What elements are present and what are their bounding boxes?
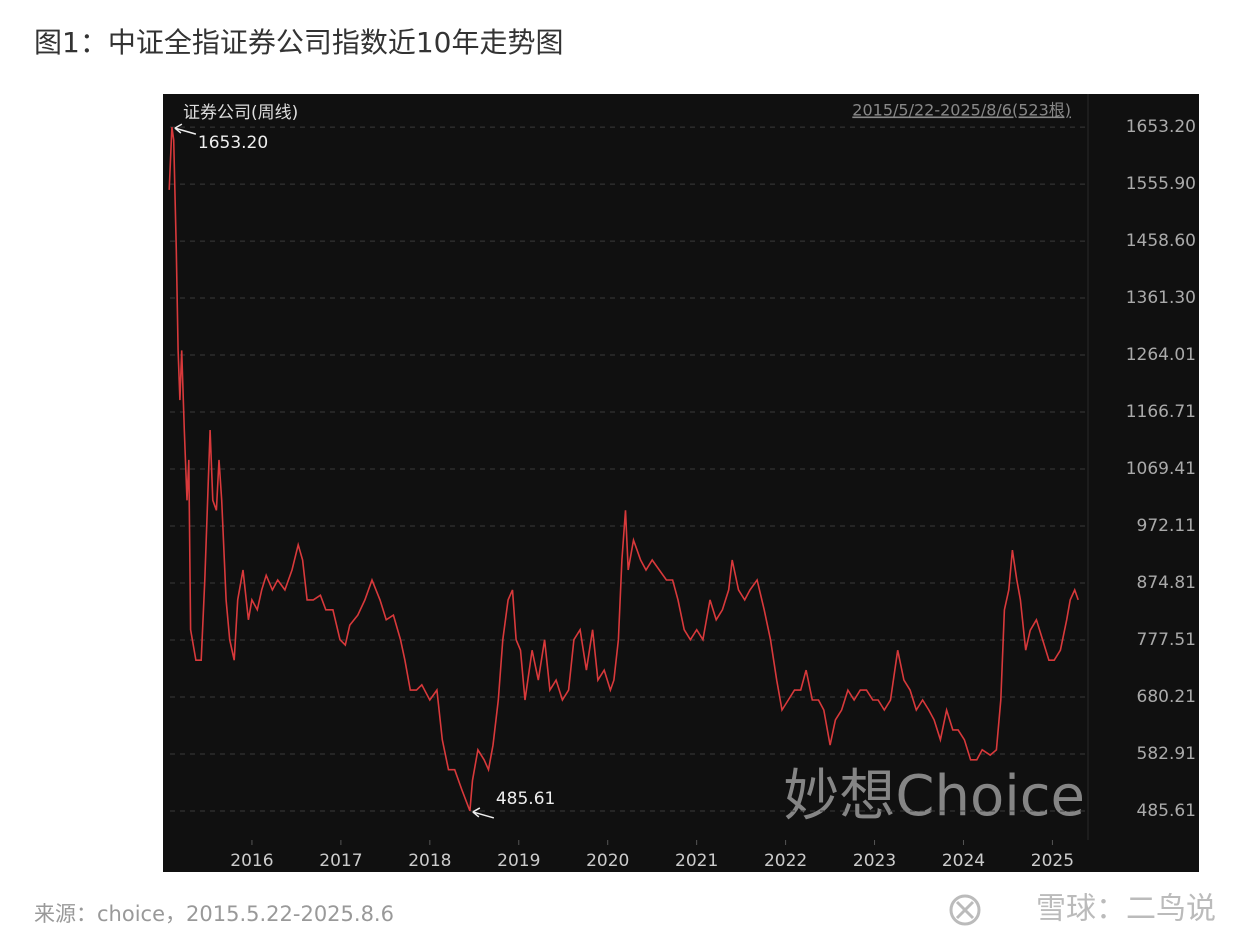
x-tick-label: 2023 [853, 851, 896, 871]
credit-icon [949, 894, 981, 926]
x-tick-label: 2022 [764, 851, 807, 871]
annotation-arrow [472, 811, 495, 819]
panel-title: 证券公司(周线) [183, 103, 298, 123]
y-tick-label: 1653.20 [1126, 117, 1196, 137]
y-tick-label: 1555.90 [1126, 174, 1196, 194]
x-tick-label: 2020 [586, 851, 629, 871]
series-line [168, 126, 1079, 812]
annotation-arrowhead [174, 123, 183, 134]
chart-panel [163, 94, 1199, 872]
annotation-arrow [174, 127, 197, 135]
y-tick-label: 1069.41 [1126, 459, 1196, 479]
annotation-label: 1653.20 [198, 133, 268, 153]
y-tick-label: 485.61 [1137, 801, 1196, 821]
annotation-arrowhead [472, 807, 481, 818]
y-tick-label: 680.21 [1137, 687, 1196, 707]
y-tick-label: 1361.30 [1126, 288, 1196, 308]
x-tick-label: 2024 [942, 851, 985, 871]
watermark: 妙想Choice [783, 764, 1085, 829]
y-tick-label: 582.91 [1137, 744, 1196, 764]
y-tick-label: 1264.01 [1126, 345, 1196, 365]
x-tick-label: 2021 [675, 851, 718, 871]
y-tick-label: 972.11 [1137, 516, 1196, 536]
x-tick-label: 2019 [497, 851, 540, 871]
range-label: 2015/5/22-2025/8/6(523根) [852, 101, 1071, 120]
x-tick-label: 2017 [319, 851, 362, 871]
source-note: 来源：choice，2015.5.22-2025.8.6 [34, 902, 394, 926]
annotation-label: 485.61 [496, 789, 555, 809]
y-tick-label: 1458.60 [1126, 231, 1196, 251]
credit: 雪球：二鸟说 [1036, 892, 1216, 927]
y-tick-label: 777.51 [1137, 630, 1196, 650]
x-tick-label: 2016 [230, 851, 273, 871]
x-tick-label: 2018 [408, 851, 451, 871]
y-tick-label: 1166.71 [1126, 402, 1196, 422]
x-tick-label: 2025 [1031, 851, 1074, 871]
figure-title: 图1：中证全指证券公司指数近10年走势图 [34, 26, 563, 59]
y-tick-label: 874.81 [1137, 573, 1196, 593]
